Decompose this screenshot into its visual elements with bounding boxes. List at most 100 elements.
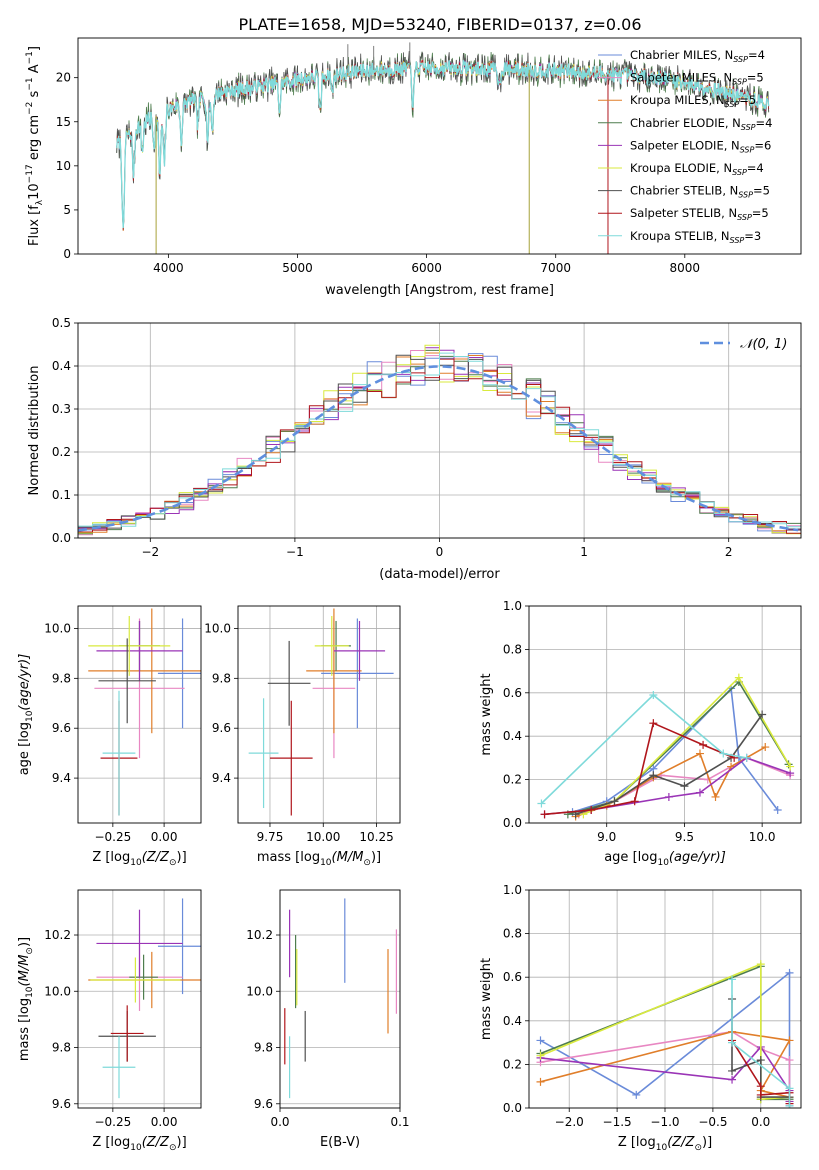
y-tick-label: 0.5 bbox=[52, 316, 71, 330]
weight-line-6 bbox=[575, 714, 763, 816]
weight-marker-0 bbox=[785, 968, 794, 977]
y-tick-label: 10.2 bbox=[246, 928, 273, 942]
y-tick-label: 9.6 bbox=[254, 1097, 273, 1111]
y-tick-label: 9.6 bbox=[52, 721, 71, 735]
residuals-panel: −2 −1 0 1 2 0.0 0.1 0.2 0.3 0.4 0.5 𝒩(0, 1) (data-mo… bbox=[27, 316, 802, 582]
legend-entry: Kroupa ELODIE, NSSP=4 bbox=[630, 161, 764, 177]
weight-vs-age-panel: 9.0 9.5 10.0 0.0 0.2 0.4 0.6 0.8 1.0 age [log10(a… bbox=[479, 599, 802, 868]
weight-marker-2 bbox=[711, 792, 720, 801]
legend-entry: Salpeter MILES, NSSP=5 bbox=[630, 71, 764, 87]
y-tick-label: 9.4 bbox=[52, 771, 71, 785]
y-tick-label: 5 bbox=[63, 203, 71, 217]
weight-marker-6 bbox=[728, 1066, 737, 1075]
axes-frame bbox=[77, 37, 802, 255]
weight-line-5 bbox=[540, 962, 790, 1101]
x-tick-label: 1 bbox=[580, 545, 588, 559]
weight-marker-6 bbox=[756, 1056, 765, 1065]
x-tick-label: −0.25 bbox=[94, 830, 131, 844]
weight-marker-8 bbox=[742, 753, 751, 762]
legend-entry: Chabrier STELIB, NSSP=5 bbox=[630, 184, 770, 200]
weight-marker-7 bbox=[540, 810, 549, 819]
weight-marker-1 bbox=[785, 1056, 794, 1065]
weight-marker-2 bbox=[785, 1036, 794, 1045]
x-tick-label: 7000 bbox=[540, 261, 571, 275]
weight-marker-8 bbox=[728, 975, 737, 984]
y-tick-label: 15 bbox=[56, 115, 71, 129]
y-tick-label: 9.4 bbox=[212, 771, 231, 785]
y-tick-label: 0.4 bbox=[503, 729, 522, 743]
x-tick-label: 0.00 bbox=[151, 1115, 178, 1129]
spectrum-line-8 bbox=[116, 60, 770, 229]
weight-line-0 bbox=[572, 686, 779, 813]
weight-marker-7 bbox=[756, 1082, 765, 1091]
y-axis-label: Flux [fλ10−17 erg cm−2 s−1 A−1] bbox=[25, 46, 45, 246]
legend-entry: Kroupa MILES, NSSP=5 bbox=[630, 93, 756, 109]
x-axis-label: age [log10(age/yr)] bbox=[604, 850, 726, 868]
weight-marker-5 bbox=[786, 762, 795, 771]
weight-marker-8 bbox=[649, 690, 658, 699]
weight-marker-2 bbox=[536, 1077, 545, 1086]
y-axis-label: mass [log10(M/M⊙)] bbox=[17, 937, 35, 1061]
y-tick-label: 10.0 bbox=[246, 984, 273, 998]
x-tick-label: 9.0 bbox=[597, 830, 616, 844]
weight-marker-8 bbox=[785, 1101, 794, 1108]
legend-entry: Salpeter STELIB, NSSP=5 bbox=[630, 206, 769, 222]
y-tick-label: 0.8 bbox=[503, 642, 522, 656]
y-axis-label: mass weight bbox=[479, 958, 494, 1040]
x-tick-label: 5000 bbox=[282, 261, 313, 275]
weight-marker-6 bbox=[680, 782, 689, 791]
y-tick-label: 0.6 bbox=[503, 970, 522, 984]
y-tick-label: 0.3 bbox=[52, 402, 71, 416]
weight-marker-0 bbox=[773, 805, 782, 814]
weight-marker-5 bbox=[756, 960, 765, 969]
x-tick-label: −1 bbox=[286, 545, 304, 559]
y-tick-label: 9.8 bbox=[52, 671, 71, 685]
axes-frame bbox=[279, 889, 401, 1109]
y-tick-label: 10.0 bbox=[204, 621, 231, 635]
y-tick-label: 0.4 bbox=[52, 359, 71, 373]
y-tick-label: 0.1 bbox=[52, 488, 71, 502]
y-tick-label: 1.0 bbox=[503, 883, 522, 897]
y-tick-label: 10.0 bbox=[44, 984, 71, 998]
weight-marker-4 bbox=[728, 1075, 737, 1084]
weight-marker-7 bbox=[649, 719, 658, 728]
weight-marker-0 bbox=[632, 1090, 641, 1099]
axes-frame bbox=[237, 605, 401, 824]
y-tick-label: 0.4 bbox=[503, 1014, 522, 1028]
x-tick-label: −2 bbox=[141, 545, 159, 559]
age-vs-metallicity-panel: −0.25 0.00 9.4 9.6 9.8 10.0 Z [log10(Z/Z⊙)] age… bbox=[17, 605, 202, 868]
weight-marker-0 bbox=[536, 1036, 545, 1045]
weight-marker-4 bbox=[664, 792, 673, 801]
normal-curve bbox=[78, 365, 799, 532]
x-tick-label: 0.0 bbox=[270, 1115, 289, 1129]
y-axis-label: age [log10(age/yr)] bbox=[17, 654, 35, 776]
weight-marker-6 bbox=[758, 710, 767, 719]
weight-marker-2 bbox=[761, 743, 770, 752]
y-tick-label: 9.8 bbox=[52, 1041, 71, 1055]
plot-area bbox=[284, 898, 397, 1099]
x-tick-label: 6000 bbox=[411, 261, 442, 275]
weight-marker-8 bbox=[785, 1084, 794, 1093]
age-vs-mass-panel: 9.75 10.00 10.25 9.4 9.6 9.8 10.0 mass [log10(M… bbox=[204, 605, 401, 868]
weight-marker-6 bbox=[649, 771, 658, 780]
x-tick-label: 10.00 bbox=[306, 830, 340, 844]
x-tick-label: 8000 bbox=[670, 261, 701, 275]
weight-line-4 bbox=[544, 757, 791, 816]
x-tick-label: 2 bbox=[725, 545, 733, 559]
y-tick-label: 10.2 bbox=[44, 928, 71, 942]
y-tick-label: 0.8 bbox=[503, 927, 522, 941]
axes-frame bbox=[528, 605, 802, 824]
x-tick-label: 9.5 bbox=[675, 830, 694, 844]
weight-marker-8 bbox=[728, 1038, 737, 1047]
weight-line-8 bbox=[540, 693, 747, 805]
y-tick-label: 0.6 bbox=[503, 686, 522, 700]
plot-area bbox=[88, 608, 201, 816]
legend-entry: Salpeter ELODIE, NSSP=6 bbox=[630, 138, 771, 154]
x-tick-label: −1.5 bbox=[603, 1115, 632, 1129]
x-tick-label: 0 bbox=[436, 545, 444, 559]
y-tick-label: 0.2 bbox=[52, 445, 71, 459]
x-tick-label: −1.0 bbox=[650, 1115, 679, 1129]
x-axis-label: (data-model)/error bbox=[379, 567, 500, 582]
y-tick-label: 0.2 bbox=[503, 1057, 522, 1071]
x-tick-label: 9.75 bbox=[257, 830, 284, 844]
